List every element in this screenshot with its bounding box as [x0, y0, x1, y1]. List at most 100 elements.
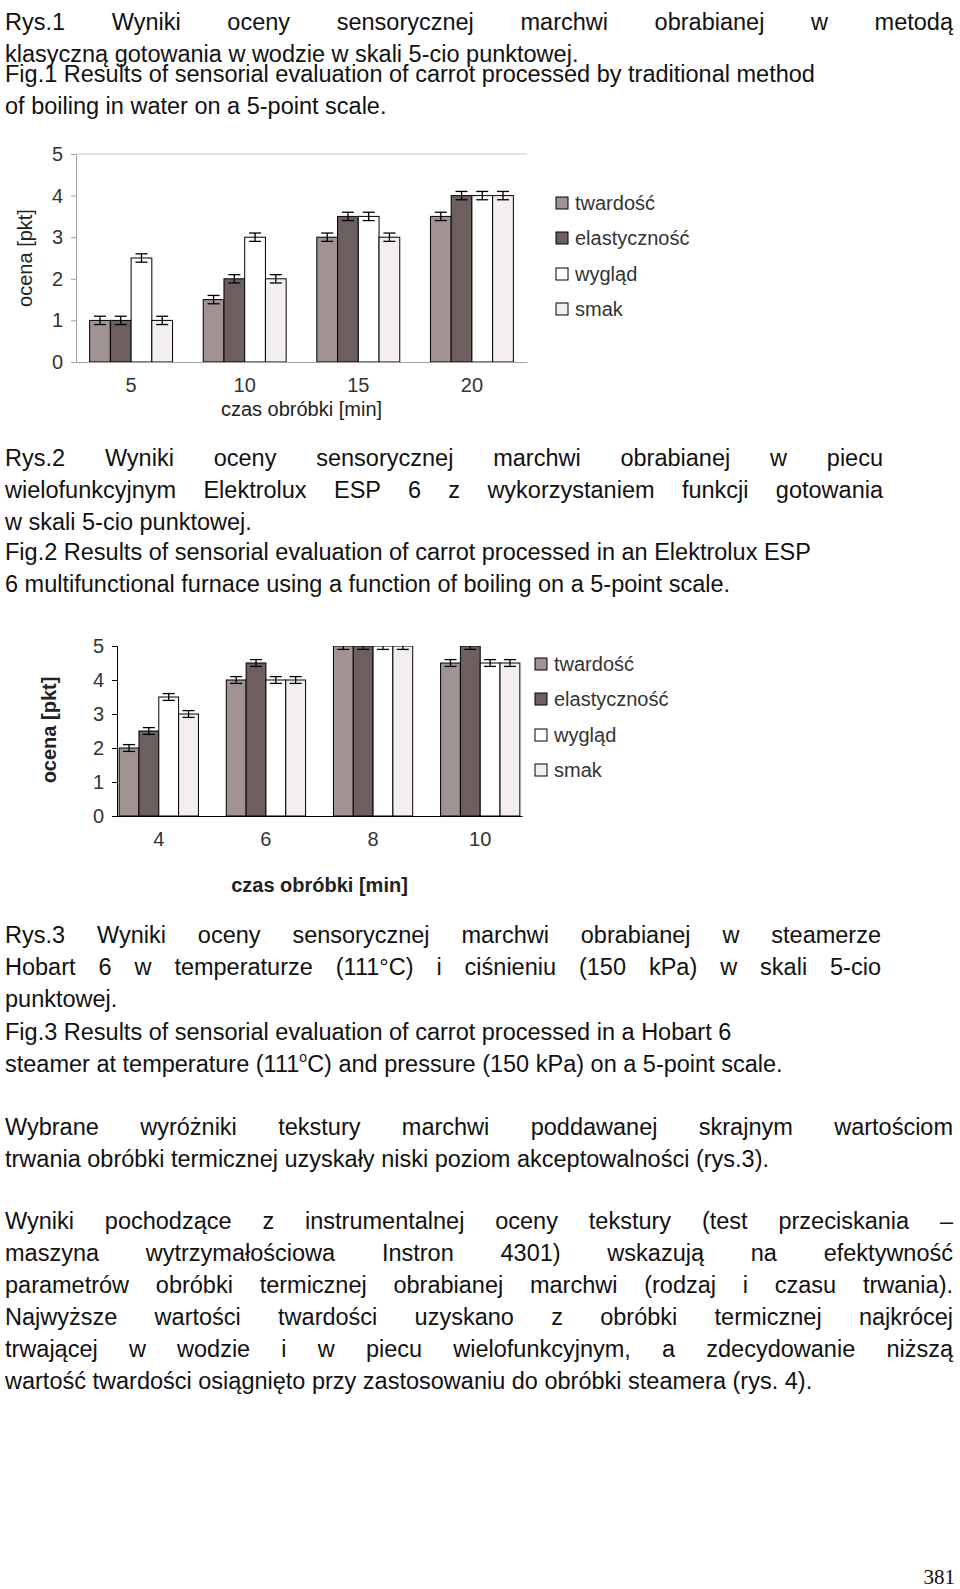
error-cap: [464, 649, 476, 650]
axis-line: [77, 362, 528, 363]
error-cap: [435, 220, 447, 221]
text-block: Wybrane wyróżniki tekstury marchwi podda…: [5, 1111, 953, 1175]
error-cap: [377, 649, 389, 650]
error-cap: [94, 324, 106, 325]
x-axis: 46810: [118, 817, 523, 851]
error-cap: [270, 683, 282, 684]
tick-mark: [71, 362, 76, 363]
error-bar: [123, 745, 135, 752]
tick: 2: [52, 268, 76, 290]
tick: 10: [234, 374, 256, 396]
error-stem: [275, 275, 276, 283]
error-cap: [383, 241, 395, 242]
text-line: Rys.2 Wyniki oceny sensorycznej marchwi …: [5, 442, 883, 474]
error-cap: [497, 199, 509, 200]
tick-label: 1: [93, 771, 104, 793]
y-axis-title: ocena [pkt]: [38, 677, 60, 784]
error-cap: [123, 744, 135, 745]
error-cap: [228, 274, 240, 275]
error-cap: [135, 262, 147, 263]
tick: 0: [52, 351, 76, 373]
bar: [333, 646, 353, 816]
legend-swatch: [535, 658, 547, 670]
tick: 8: [368, 828, 379, 850]
tick: 3: [52, 226, 76, 248]
legend: twardośćelastycznośćwyglądsmak: [556, 192, 690, 320]
tick-label: 6: [260, 828, 271, 850]
text-line: wartość twardości osiągnięto przy zastos…: [5, 1365, 953, 1397]
bar: [139, 731, 159, 816]
error-cap: [476, 191, 488, 192]
legend-swatch: [556, 232, 568, 244]
tick-label: 2: [52, 268, 63, 290]
axis-line: [71, 155, 77, 363]
error-stem: [275, 677, 276, 684]
tick-label: 4: [93, 669, 104, 691]
tick-label: 3: [52, 226, 63, 248]
text-line: Fig.2 Results of sensorial evaluation of…: [5, 536, 953, 568]
plot-area: [119, 646, 520, 816]
tick-label: 10: [469, 828, 491, 850]
error-stem: [489, 660, 490, 667]
error-cap: [115, 324, 127, 325]
tick-mark: [71, 320, 76, 321]
error-cap: [230, 676, 242, 677]
text-line: steamer at temperature (111oC) and press…: [5, 1048, 953, 1080]
text-line: Najwyższe wartości twardości uzyskano z …: [5, 1301, 953, 1333]
error-cap: [250, 659, 262, 660]
tick: 0: [93, 805, 117, 827]
tick-label: 5: [126, 374, 137, 396]
series: [90, 212, 452, 362]
error-stem: [148, 728, 149, 735]
series: [179, 646, 520, 816]
error-stem: [389, 233, 390, 241]
error-stem: [502, 191, 503, 199]
legend-swatch: [535, 764, 547, 776]
chart: 01234546810czas obróbki [min]ocena [pkt]…: [0, 620, 960, 900]
text-line: maszyna wytrzymałościowa Instron 4301) w…: [5, 1237, 953, 1269]
tick-mark: [71, 279, 76, 280]
error-cap: [228, 282, 240, 283]
text-line: trwającej w wodzie i w piecu wielofunkcy…: [5, 1333, 953, 1365]
error-cap: [183, 717, 195, 718]
text-block: Rys.1 Wyniki oceny sensorycznej marchwi …: [5, 6, 953, 70]
error-bar: [249, 233, 261, 241]
error-stem: [440, 212, 441, 220]
error-bar: [456, 191, 468, 199]
error-bar: [397, 646, 409, 649]
tick-label: 8: [368, 828, 379, 850]
bar: [430, 216, 451, 362]
legend-label: smak: [554, 759, 603, 781]
series: [139, 646, 480, 816]
bar: [353, 646, 373, 816]
text-line: w skali 5-cio punktowej.: [5, 506, 883, 538]
tick-label: 5: [93, 635, 104, 657]
error-stem: [162, 316, 163, 324]
error-cap: [143, 734, 155, 735]
error-cap: [444, 659, 456, 660]
error-stem: [461, 191, 462, 199]
error-cap: [363, 220, 375, 221]
page-number: 381: [924, 1565, 956, 1589]
error-stem: [120, 316, 121, 324]
error-bar: [337, 646, 349, 649]
bar: [265, 279, 286, 362]
error-bar: [270, 275, 282, 283]
tick: 2: [93, 737, 117, 759]
bar: [224, 279, 245, 362]
error-stem: [347, 212, 348, 220]
error-bar: [156, 316, 168, 324]
error-cap: [249, 232, 261, 233]
error-cap: [94, 316, 106, 317]
text-line: Wybrane wyróżniki tekstury marchwi podda…: [5, 1111, 953, 1143]
text-line: Hobart 6 w temperaturze (111°C) i ciśnie…: [5, 951, 881, 983]
bar: [358, 216, 379, 362]
error-bar: [435, 212, 447, 220]
bar: [110, 320, 131, 362]
tick-label: 4: [52, 185, 63, 207]
bar: [441, 663, 461, 816]
tick: 5: [93, 635, 117, 657]
text-line: 6 multifunctional furnace using a functi…: [5, 568, 953, 600]
tick: 4: [52, 185, 76, 207]
error-bar: [208, 295, 220, 303]
